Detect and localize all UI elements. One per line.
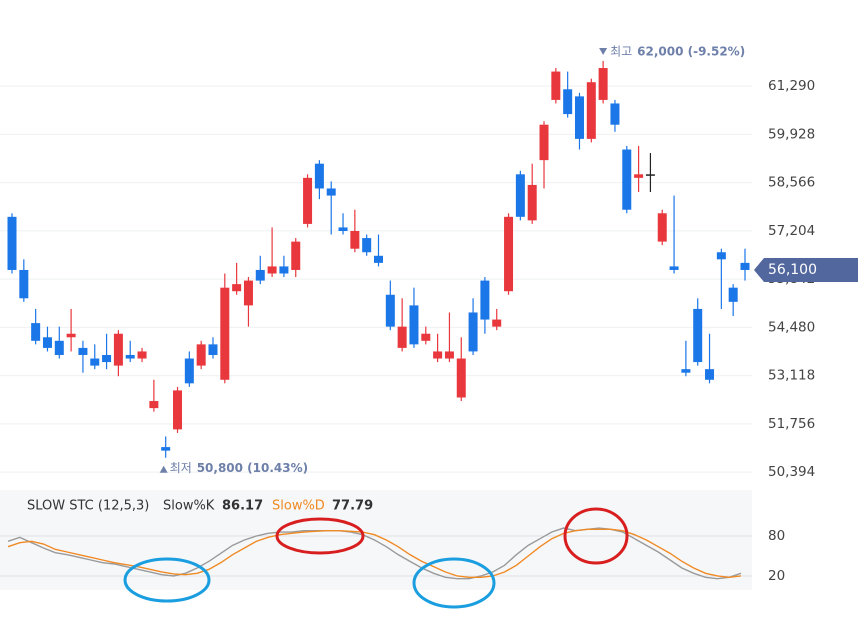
legend-d-value: 77.79 bbox=[332, 499, 373, 514]
candle-body bbox=[397, 326, 407, 348]
high-arrow bbox=[599, 47, 608, 55]
candle-body bbox=[66, 333, 76, 338]
y-tick-label: 20 bbox=[768, 568, 785, 584]
candle-body bbox=[515, 174, 525, 217]
candle-body bbox=[31, 323, 41, 341]
candle-body bbox=[338, 227, 348, 231]
y-tick-label: 58,566 bbox=[768, 175, 815, 191]
high-title: 최고 bbox=[610, 44, 632, 58]
indicator-line bbox=[7, 528, 742, 579]
indicator-line bbox=[7, 527, 742, 580]
candle-body bbox=[125, 354, 135, 359]
candle-body bbox=[728, 287, 738, 302]
candle-body bbox=[527, 184, 537, 221]
candle-body bbox=[716, 252, 726, 260]
high-value: 62,000 (-9.52%) bbox=[637, 44, 745, 58]
candle-body bbox=[232, 284, 242, 292]
candle-body bbox=[492, 319, 502, 327]
candle-body bbox=[740, 262, 750, 270]
candle-body bbox=[137, 351, 147, 359]
candle-body bbox=[54, 340, 64, 355]
low-title: 최저 bbox=[170, 461, 192, 475]
candle-body bbox=[539, 124, 549, 161]
candle-body bbox=[149, 401, 159, 409]
candle-body bbox=[634, 174, 644, 178]
candle-body bbox=[681, 369, 691, 373]
candle-body bbox=[385, 294, 395, 327]
legend-d: Slow%D bbox=[272, 499, 325, 514]
candle-body bbox=[42, 337, 52, 348]
candle-body bbox=[7, 216, 17, 270]
candle-body bbox=[574, 96, 584, 139]
y-tick-label: 54,480 bbox=[768, 319, 815, 335]
low-value: 50,800 (10.43%) bbox=[197, 461, 308, 475]
candle-body bbox=[243, 280, 253, 306]
legend-k-value: 86.17 bbox=[222, 499, 263, 514]
candle-body bbox=[598, 68, 608, 100]
candle-body bbox=[220, 287, 230, 380]
candle-body bbox=[586, 82, 596, 139]
candle-body bbox=[421, 333, 431, 341]
candle-body bbox=[409, 305, 419, 345]
candle-body bbox=[78, 347, 88, 355]
candle-body bbox=[90, 358, 100, 366]
candle-body bbox=[208, 344, 218, 355]
candle-body bbox=[267, 266, 277, 274]
low-arrow bbox=[159, 465, 168, 473]
candle-body bbox=[693, 308, 703, 363]
y-tick-label: 53,118 bbox=[768, 368, 815, 384]
candle-body bbox=[374, 255, 383, 263]
candle-body bbox=[657, 213, 667, 242]
candle-body bbox=[433, 351, 443, 359]
candle-body bbox=[161, 447, 171, 451]
candle-body bbox=[113, 333, 123, 366]
candle-body bbox=[102, 354, 112, 363]
candle-body bbox=[551, 71, 561, 100]
y-tick-label: 50,394 bbox=[768, 464, 815, 480]
candle-body bbox=[563, 89, 573, 115]
annotation-circle bbox=[123, 557, 211, 603]
candle-body bbox=[705, 369, 715, 380]
candle-body bbox=[196, 344, 206, 366]
candle-body bbox=[184, 358, 194, 384]
y-tick-label: 80 bbox=[768, 528, 785, 544]
candle-body bbox=[279, 266, 289, 274]
candle-body bbox=[291, 241, 301, 270]
candle-body bbox=[456, 358, 466, 398]
y-tick-label: 51,756 bbox=[768, 416, 815, 432]
y-tick-label: 61,290 bbox=[768, 78, 815, 94]
candle-body bbox=[645, 174, 655, 176]
annotation-circle bbox=[412, 557, 496, 609]
candle-body bbox=[468, 312, 478, 352]
candle-body bbox=[610, 103, 620, 125]
candle-body bbox=[326, 188, 336, 196]
candle-body bbox=[444, 351, 454, 359]
candle-body bbox=[314, 163, 324, 189]
candle-body bbox=[19, 269, 29, 299]
price-badge bbox=[754, 257, 858, 282]
candle-body bbox=[622, 149, 632, 210]
annotation-circle bbox=[275, 517, 365, 555]
candle-body bbox=[255, 269, 265, 281]
price-badge-label: 56,100 bbox=[768, 262, 817, 278]
y-tick-label: 59,928 bbox=[768, 126, 815, 142]
candle-body bbox=[362, 238, 372, 253]
candle-body bbox=[350, 230, 360, 249]
candle-body bbox=[303, 177, 313, 224]
y-tick-label: 57,204 bbox=[768, 223, 815, 239]
candle-body bbox=[480, 280, 490, 320]
legend-k: Slow%K bbox=[163, 499, 215, 514]
candle-body bbox=[173, 390, 183, 430]
annotation-circle bbox=[563, 507, 629, 565]
indicator-title: SLOW STC (12,5,3) bbox=[27, 499, 149, 514]
candle-body bbox=[504, 216, 514, 292]
candle-body bbox=[669, 266, 679, 270]
